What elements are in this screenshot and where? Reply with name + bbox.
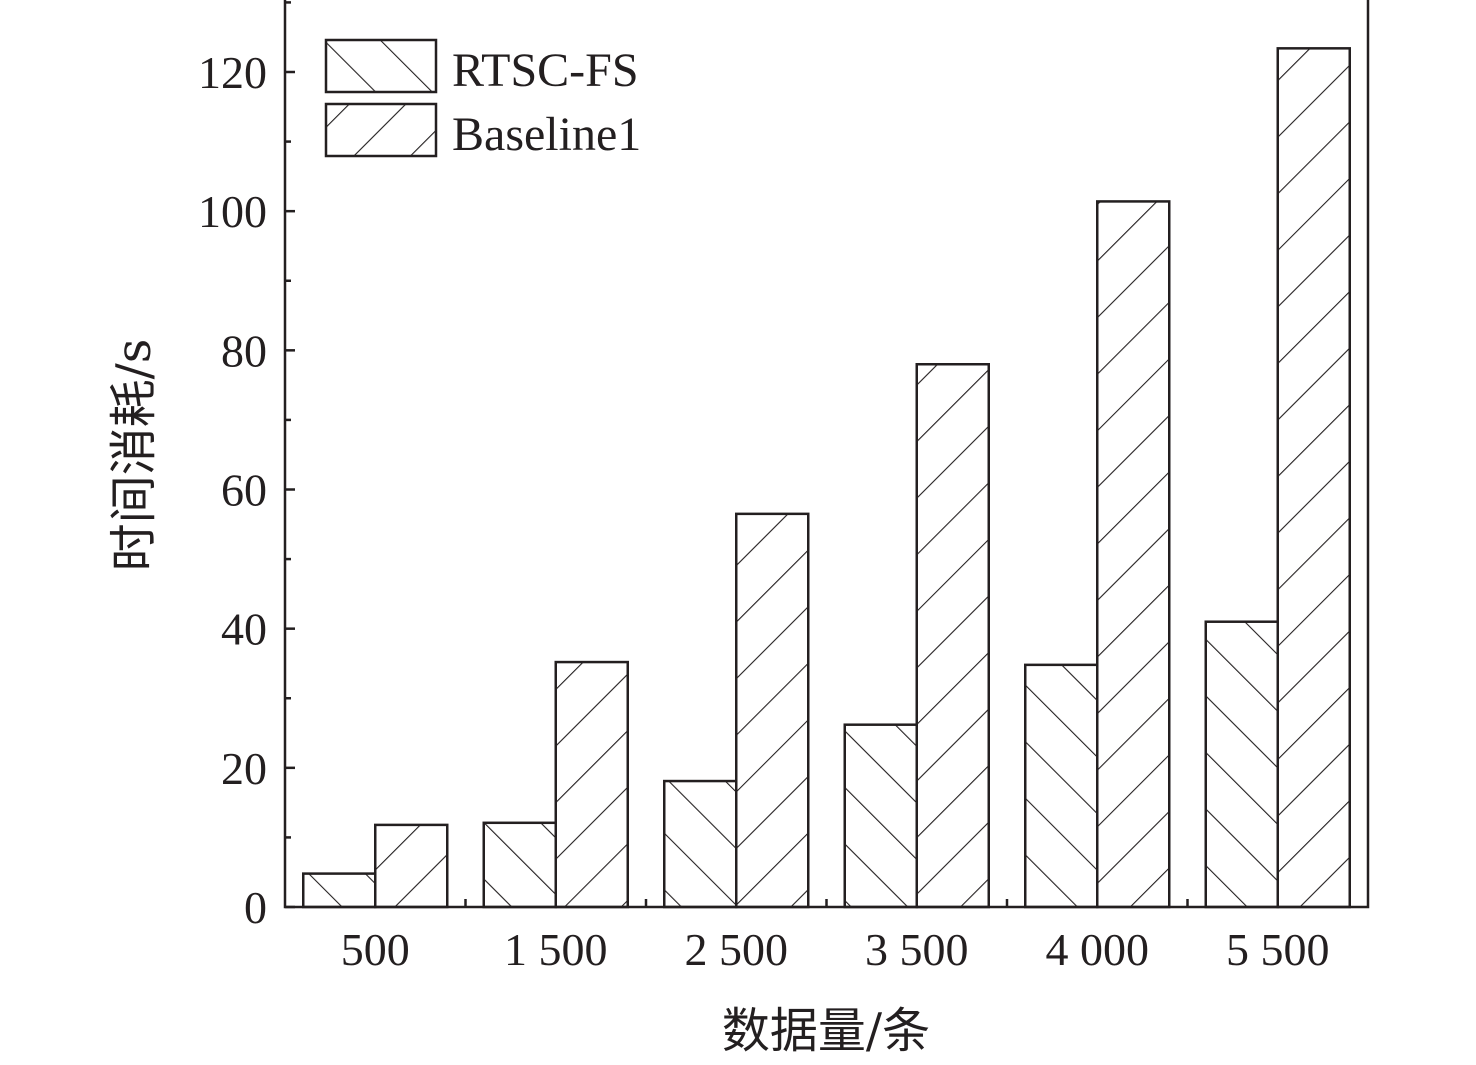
y-tick-label: 60 [221,465,267,516]
x-tick-label: 4 000 [1046,924,1150,975]
x-tick-label: 2 500 [685,924,789,975]
x-axis-title: 数据量/条 [722,1003,930,1059]
y-tick-label: 20 [221,743,267,794]
bar-baseline1-3 [915,363,990,909]
x-axis: 500 1 500 2 500 3 500 4 000 5 500 [341,899,1330,975]
legend-swatch-baseline1 [324,102,438,158]
y-axis: 0 20 40 60 80 100 120 [198,1,295,933]
bar-rtsc-fs-5 [1204,620,1279,909]
bars-group [302,47,1351,909]
legend-label-baseline1: Baseline1 [452,108,641,161]
y-tick-label: 0 [244,882,267,933]
bar-baseline1-4 [1096,200,1171,909]
bar-baseline1-2 [735,512,810,909]
legend-swatch-rtsc-fs [324,38,438,94]
bar-rtsc-fs-2 [663,779,738,909]
bar-rtsc-fs-3 [843,723,918,909]
legend: RTSC-FS Baseline1 [324,38,641,161]
y-tick-label: 100 [198,186,267,237]
x-tick-label: 500 [341,924,410,975]
bar-rtsc-fs-0 [302,872,377,909]
bar-baseline1-5 [1276,47,1351,909]
bar-rtsc-fs-1 [482,821,557,909]
bar-rtsc-fs-4 [1024,663,1099,909]
y-tick-label: 80 [221,325,267,376]
y-tick-label: 40 [221,604,267,655]
legend-label-rtsc-fs: RTSC-FS [452,44,639,97]
x-tick-label: 1 500 [504,924,608,975]
bar-baseline1-0 [374,823,449,909]
y-axis-title: 时间消耗/s [106,339,162,572]
y-tick-label: 120 [198,47,267,98]
bar-baseline1-1 [554,660,629,909]
x-tick-label: 3 500 [865,924,969,975]
x-tick-label: 5 500 [1226,924,1330,975]
